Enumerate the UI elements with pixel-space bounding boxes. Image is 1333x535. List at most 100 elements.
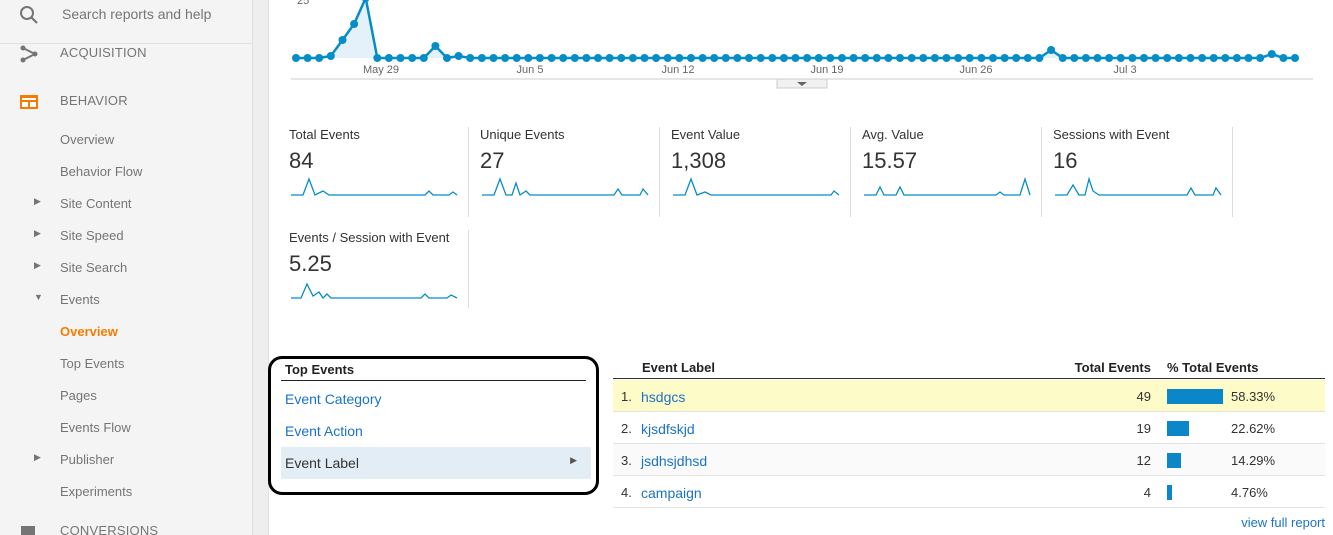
chart-data-point[interactable] [570,54,579,62]
nav-item-site-search[interactable]: ▶ Site Search [0,256,252,280]
chart-data-point[interactable] [431,42,440,50]
chart-data-point[interactable] [675,54,684,62]
row-label-link[interactable]: hsdgcs [641,389,686,405]
dimension-event-category[interactable]: Event Category [281,383,591,415]
chart-data-point[interactable] [733,54,742,62]
chart-data-point[interactable] [1116,54,1125,62]
dimension-event-action[interactable]: Event Action [281,415,591,447]
chart-data-point[interactable] [861,54,870,62]
chart-data-point[interactable] [338,36,347,44]
chart-data-point[interactable] [1093,54,1102,62]
chart-data-point[interactable] [1058,54,1067,62]
chart-data-point[interactable] [582,54,591,62]
chart-data-point[interactable] [396,54,405,62]
chart-data-point[interactable] [1023,54,1032,62]
chart-data-point[interactable] [791,54,800,62]
chart-data-point[interactable] [1174,54,1183,62]
column-header-total-events[interactable]: Total Events [1074,360,1151,375]
chart-data-point[interactable] [466,54,475,62]
chart-data-point[interactable] [501,54,510,62]
chart-data-point[interactable] [443,54,451,62]
table-row[interactable]: 3. jsdhsjdhsd 12 14.29% [613,444,1325,476]
chart-data-point[interactable] [1232,54,1241,62]
chart-data-point[interactable] [1267,50,1276,58]
chart-data-point[interactable] [698,54,707,62]
chart-data-point[interactable] [814,54,823,62]
chart-data-point[interactable] [408,54,417,62]
row-label-link[interactable]: jsdhsjdhsd [641,453,708,469]
nav-item-events[interactable]: ▼ Events [0,288,252,312]
chart-data-point[interactable] [1105,54,1114,62]
chart-data-point[interactable] [1221,54,1230,62]
chart-data-point[interactable] [303,54,312,62]
nav-item-behavior-flow[interactable]: Behavior Flow [0,160,252,184]
nav-item-publisher[interactable]: ▶ Publisher [0,448,252,472]
view-full-report-link[interactable]: view full report [1241,515,1325,530]
chart-data-point[interactable] [326,52,335,60]
chart-data-point[interactable] [1035,54,1044,62]
chart-collapse-toggle[interactable] [776,78,828,89]
chart-data-point[interactable] [1256,54,1265,62]
chart-data-point[interactable] [1186,54,1195,62]
scorecard-event-value[interactable]: Event Value 1,308 [671,127,851,217]
chart-data-point[interactable] [768,54,777,62]
chart-data-point[interactable] [745,54,753,62]
column-header-pct-total-events[interactable]: % Total Events [1167,360,1259,375]
chart-data-point[interactable] [1291,54,1299,62]
chart-data-point[interactable] [315,54,324,62]
chart-data-point[interactable] [663,54,672,62]
chart-data-point[interactable] [838,54,846,62]
chart-data-point[interactable] [1163,54,1172,62]
scorecard-events-per-session[interactable]: Events / Session with Event 5.25 [289,230,469,308]
chart-data-point[interactable] [1128,54,1137,62]
chart-data-point[interactable] [907,54,916,62]
chart-data-point[interactable] [628,54,637,62]
chart-data-point[interactable] [617,54,626,62]
chart-data-point[interactable] [373,54,382,62]
table-row[interactable]: 2. kjsdfskjd 19 22.62% [613,412,1325,444]
chart-data-point[interactable] [1081,54,1090,62]
chart-data-point[interactable] [779,54,788,62]
search-icon[interactable] [19,5,39,28]
chart-data-point[interactable] [849,54,858,62]
chart-data-point[interactable] [489,54,498,62]
chart-data-point[interactable] [652,54,661,62]
chart-data-point[interactable] [1070,54,1079,62]
chart-data-point[interactable] [454,52,463,60]
nav-item-top-events[interactable]: Top Events [0,352,252,376]
dimension-link[interactable]: Event Action [285,423,363,439]
search-placeholder[interactable]: Search reports and help [62,6,212,22]
chart-data-point[interactable] [292,54,300,62]
chart-data-point[interactable] [1244,54,1253,62]
nav-item-site-content[interactable]: ▶ Site Content [0,192,252,216]
nav-item-experiments[interactable]: Experiments [0,480,252,504]
chart-data-point[interactable] [640,54,649,62]
nav-behavior[interactable]: BEHAVIOR [0,86,252,116]
chart-data-point[interactable] [362,0,370,2]
nav-acquisition[interactable]: ACQUISITION [0,38,252,68]
chart-data-point[interactable] [884,54,893,62]
nav-item-events-overview[interactable]: Overview [0,320,252,344]
chart-data-point[interactable] [930,54,939,62]
chart-data-point[interactable] [977,54,986,62]
chart-data-point[interactable] [419,54,428,62]
scorecard-total-events[interactable]: Total Events 84 [289,127,469,217]
chart-data-point[interactable] [1047,46,1056,54]
dimension-link[interactable]: Event Category [285,391,382,407]
chart-data-point[interactable] [1000,54,1009,62]
chart-data-point[interactable] [687,54,695,62]
dimension-event-label[interactable]: Event Label ▶ [281,447,591,479]
chart-data-point[interactable] [524,54,533,62]
nav-item-events-flow[interactable]: Events Flow [0,416,252,440]
chart-data-point[interactable] [1151,54,1160,62]
scorecard-avg-value[interactable]: Avg. Value 15.57 [862,127,1042,217]
chart-data-point[interactable] [942,54,951,62]
nav-item-pages[interactable]: Pages [0,384,252,408]
table-row[interactable]: 4. campaign 4 4.76% [613,476,1325,508]
chart-data-point[interactable] [477,54,486,62]
chart-data-point[interactable] [1279,54,1288,62]
nav-conversions[interactable]: CONVERSIONS [0,516,252,535]
chart-data-point[interactable] [803,54,812,62]
chart-data-point[interactable] [559,54,568,62]
nav-item-site-speed[interactable]: ▶ Site Speed [0,224,252,248]
